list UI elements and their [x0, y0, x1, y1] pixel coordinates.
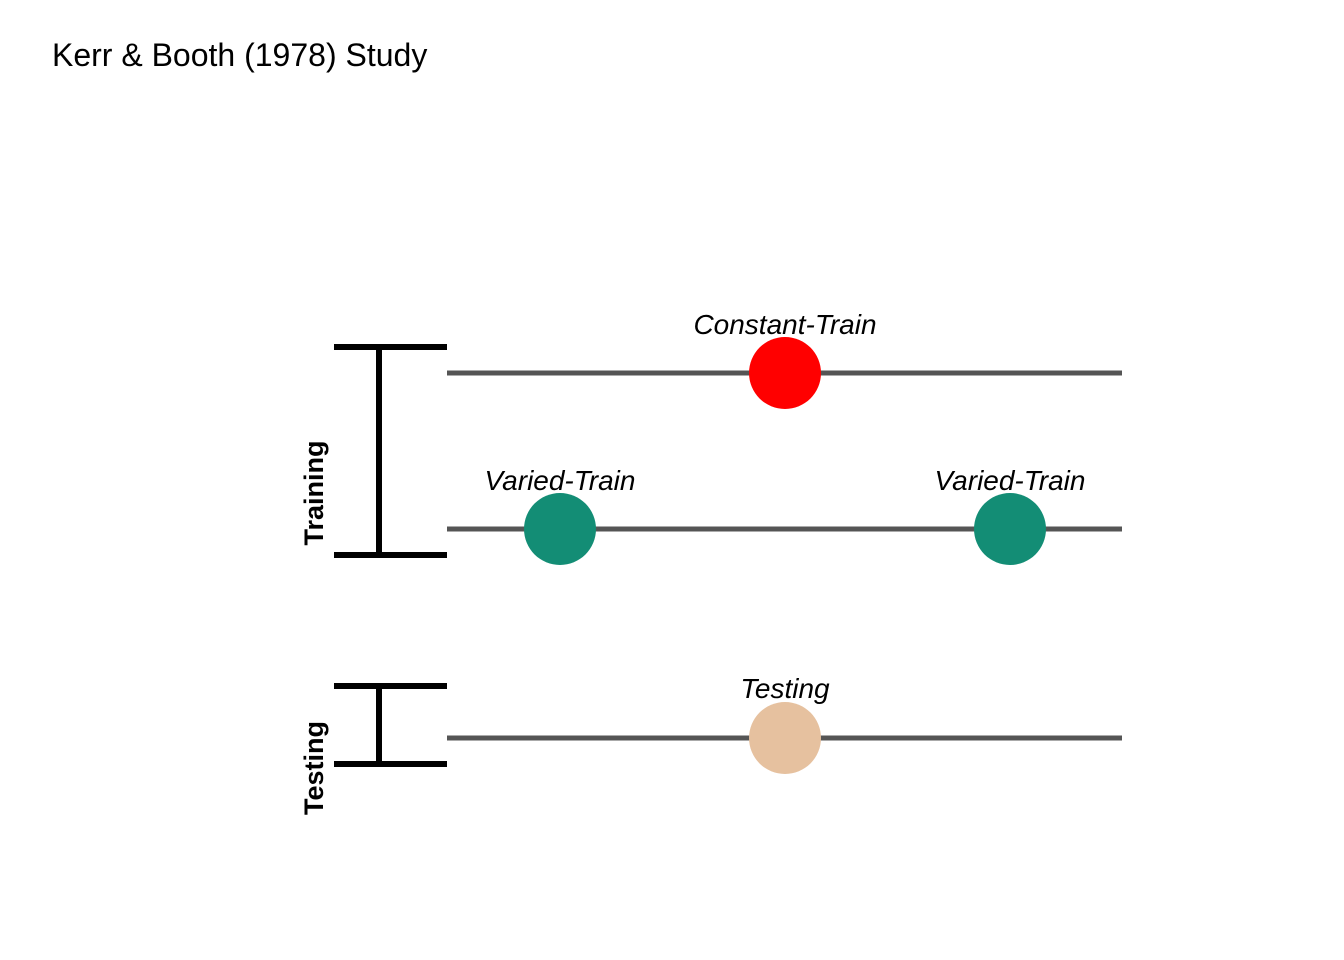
- row-varied-train: Varied-Train Varied-Train: [447, 465, 1122, 565]
- varied-train-label-left: Varied-Train: [485, 465, 636, 496]
- varied-train-label-right: Varied-Train: [935, 465, 1086, 496]
- bracket-training: Training: [299, 344, 447, 558]
- testing-label: Testing: [740, 673, 830, 704]
- constant-train-label: Constant-Train: [693, 309, 876, 340]
- diagram-title: Kerr & Booth (1978) Study: [52, 37, 427, 73]
- testing-point: [749, 702, 821, 774]
- bracket-testing: Testing: [299, 683, 447, 815]
- row-testing: Testing: [447, 673, 1122, 774]
- varied-train-point-left: [524, 493, 596, 565]
- constant-train-point: [749, 337, 821, 409]
- varied-train-point-right: [974, 493, 1046, 565]
- bracket-training-label: Training: [299, 440, 329, 545]
- bracket-testing-label: Testing: [299, 721, 329, 815]
- row-constant-train: Constant-Train: [447, 309, 1122, 409]
